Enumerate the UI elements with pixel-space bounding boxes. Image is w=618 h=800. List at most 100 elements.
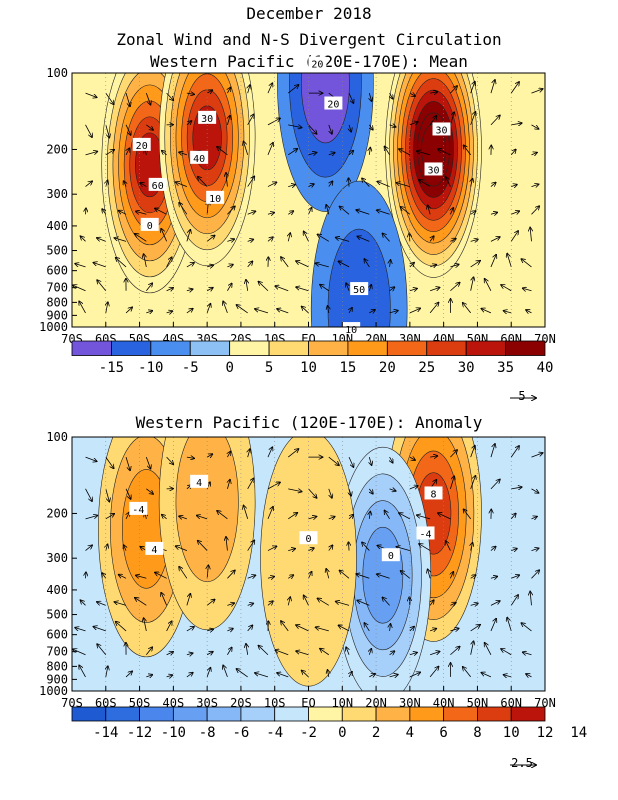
wind-arrow xyxy=(490,237,500,242)
wind-arrow xyxy=(281,621,289,632)
wind-arrow xyxy=(481,673,492,678)
wind-vectors xyxy=(73,80,543,313)
wind-arrow xyxy=(429,116,436,126)
wind-arrow xyxy=(75,628,86,632)
colorbar-label: -4 xyxy=(266,725,283,741)
wind-arrow xyxy=(162,515,167,520)
wind-arrow xyxy=(146,647,152,656)
wind-arrow xyxy=(446,177,451,187)
wind-arrow xyxy=(399,149,411,156)
wind-arrow xyxy=(155,208,167,215)
colorbar-label: 15 xyxy=(339,360,356,376)
wind-arrow xyxy=(348,456,353,467)
contour-label-box xyxy=(129,501,148,515)
wind-arrow xyxy=(340,570,350,579)
wind-arrow xyxy=(471,543,473,551)
x-tick-label: 20S xyxy=(230,696,252,710)
wind-arrow xyxy=(430,236,434,242)
wind-arrow xyxy=(510,149,516,156)
wind-arrow xyxy=(308,548,314,551)
wind-arrow xyxy=(316,627,329,632)
wind-arrow xyxy=(146,283,152,292)
wind-arrow xyxy=(166,257,172,268)
colorbar-label: 4 xyxy=(406,725,414,741)
wind-arrow xyxy=(304,231,309,242)
contour-label: 60 xyxy=(152,181,164,192)
wind-arrow xyxy=(105,150,114,156)
contour-label: 10 xyxy=(345,325,357,336)
wind-arrow xyxy=(396,547,410,551)
wind-arrow xyxy=(470,112,476,125)
wind-arrow xyxy=(97,644,107,656)
wind-arrow xyxy=(206,90,212,93)
wind-arrow xyxy=(176,182,188,187)
contour-label: 4 xyxy=(151,545,157,556)
wind-arrow xyxy=(428,569,431,579)
contour-label: 10 xyxy=(209,194,221,205)
wind-arrow xyxy=(490,212,497,214)
wind-arrow xyxy=(463,303,471,314)
wind-arrow xyxy=(409,308,420,314)
wind-arrow xyxy=(227,451,230,458)
wind-arrow xyxy=(419,180,431,187)
wind-arrow xyxy=(308,184,314,187)
wind-arrow xyxy=(429,629,436,631)
wind-arrow xyxy=(267,237,273,242)
colorbar-label: -6 xyxy=(232,725,249,741)
wind-arrow xyxy=(329,545,333,551)
wind-arrow xyxy=(377,182,390,187)
wind-arrow xyxy=(288,513,297,520)
wind-arrow xyxy=(356,210,370,215)
wind-arrow xyxy=(135,234,147,242)
wind-arrow xyxy=(384,146,390,156)
wind-arrow xyxy=(340,206,350,215)
wind-arrow xyxy=(176,546,188,551)
wind-arrow xyxy=(145,92,150,105)
wind-arrow xyxy=(390,260,391,267)
wind-arrow xyxy=(329,124,332,134)
wind-arrow xyxy=(102,209,106,215)
wind-arrow xyxy=(244,505,249,519)
wind-arrow xyxy=(349,124,351,132)
wind-arrow xyxy=(277,309,289,314)
wind-arrow xyxy=(316,263,329,268)
wind-arrow xyxy=(206,599,215,606)
contour-label: 50 xyxy=(353,285,365,296)
colorbar-label: -5 xyxy=(182,360,199,376)
x-tick-label: EQ xyxy=(301,696,315,710)
wind-arrow xyxy=(470,603,478,605)
wind-arrow xyxy=(501,649,512,656)
y-tick-label: 300 xyxy=(46,551,68,565)
wind-arrow xyxy=(399,513,411,520)
wind-arrow xyxy=(417,515,431,520)
wind-arrow xyxy=(207,265,213,267)
wind-arrow xyxy=(531,89,542,94)
wind-arrow xyxy=(179,152,188,155)
y-tick-label: 800 xyxy=(46,295,68,309)
wind-arrow xyxy=(308,516,317,518)
wind-arrow xyxy=(329,181,333,187)
wind-arrow xyxy=(267,83,272,94)
wind-arrow xyxy=(470,211,476,214)
colorbar-label: 2 xyxy=(372,725,380,741)
wind-arrow xyxy=(288,149,297,156)
wind-arrow xyxy=(450,476,454,489)
wind-arrow xyxy=(186,263,194,268)
wind-arrow xyxy=(75,264,86,268)
wind-arrow xyxy=(206,304,210,314)
colorbar-swatch xyxy=(71,340,112,356)
contour-labels: -4 8 0 4 0 4 -4 xyxy=(129,474,443,562)
wind-arrow xyxy=(362,542,370,551)
wind-arrow xyxy=(144,618,147,631)
colorbar-swatch xyxy=(189,340,231,356)
y-tick-label: 400 xyxy=(46,219,68,233)
wind-arrow xyxy=(179,516,188,519)
wind-arrow xyxy=(490,444,495,458)
wind-arrow xyxy=(357,600,370,606)
wind-arrow xyxy=(105,488,110,502)
contour-label: 40 xyxy=(193,154,205,165)
wind-arrow xyxy=(162,151,167,156)
wind-arrow xyxy=(377,210,390,215)
wind-arrow xyxy=(198,177,208,187)
wind-arrow xyxy=(227,239,234,241)
